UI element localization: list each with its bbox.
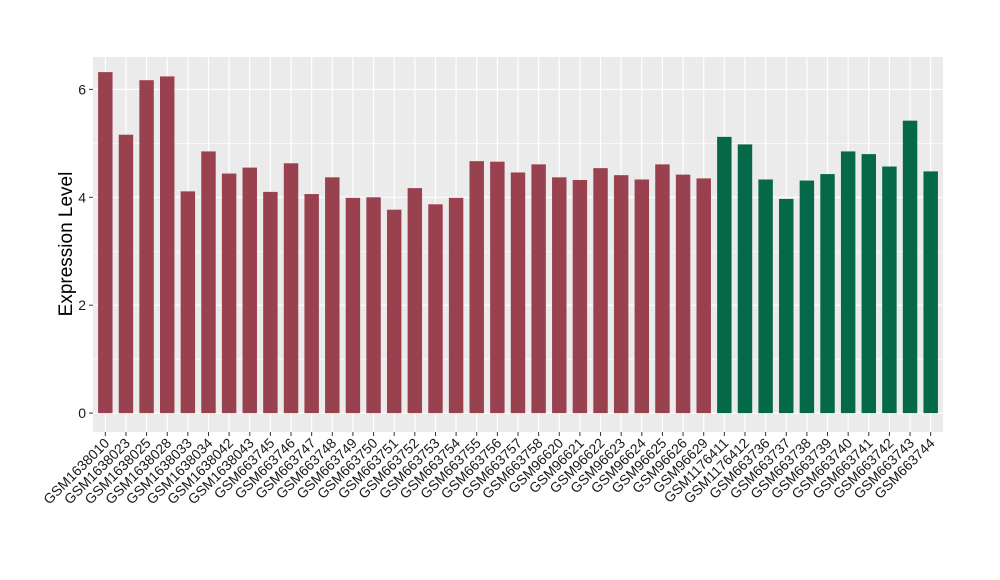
bar-GSM663739 <box>820 174 835 414</box>
y-tick-label: 2 <box>78 297 86 313</box>
bar-GSM1638043 <box>242 167 257 414</box>
bar-GSM663752 <box>407 188 423 414</box>
bar-GSM1638034 <box>201 151 216 414</box>
y-tick-label: 0 <box>78 405 86 421</box>
bar-GSM96621 <box>572 180 588 414</box>
bar-GSM96623 <box>613 175 629 414</box>
bar-GSM663744 <box>923 171 938 414</box>
bar-GSM663743 <box>902 120 918 414</box>
bar-GSM663756 <box>490 161 505 414</box>
bar-GSM663741 <box>861 154 877 414</box>
bar-GSM663750 <box>366 197 381 414</box>
bars <box>98 72 938 414</box>
bar-GSM663737 <box>779 198 794 414</box>
bar-GSM1638033 <box>180 191 196 414</box>
bar-GSM1638028 <box>159 76 175 414</box>
bar-GSM663740 <box>840 151 856 414</box>
bar-GSM96626 <box>675 174 691 414</box>
bar-GSM1638025 <box>139 80 154 414</box>
bar-GSM663751 <box>386 209 402 414</box>
y-axis-title: Expression Level <box>56 172 77 317</box>
bar-GSM1638010 <box>98 72 113 414</box>
bar-GSM663757 <box>510 172 526 414</box>
bar-GSM96622 <box>593 168 608 414</box>
y-axis: 0 2 4 6 <box>78 81 93 421</box>
bar-GSM663742 <box>882 166 897 414</box>
bar-GSM663745 <box>263 191 278 414</box>
bar-GSM663754 <box>448 197 464 414</box>
bar-GSM663738 <box>799 180 815 414</box>
bar-GSM663753 <box>428 204 443 414</box>
bar-GSM96625 <box>655 164 670 414</box>
bar-GSM1176411 <box>717 136 732 414</box>
bar-GSM663747 <box>304 194 319 414</box>
bar-GSM1638042 <box>221 173 237 414</box>
y-tick-label: 4 <box>78 189 86 205</box>
bar-GSM663749 <box>345 197 361 414</box>
bar-GSM1638023 <box>118 134 134 414</box>
bar-GSM663748 <box>325 177 340 414</box>
x-axis: GSM1638010GSM1638023GSM1638025GSM1638028… <box>40 432 938 507</box>
bar-GSM96629 <box>696 178 711 414</box>
bar-GSM96624 <box>634 179 650 414</box>
bar-GSM96620 <box>552 177 567 414</box>
bar-GSM1176412 <box>737 144 753 414</box>
bar-GSM663758 <box>531 164 546 414</box>
y-tick-label: 6 <box>78 81 86 97</box>
bar-GSM663736 <box>758 179 773 414</box>
bar-GSM663755 <box>469 161 484 414</box>
bar-GSM663746 <box>283 163 299 414</box>
